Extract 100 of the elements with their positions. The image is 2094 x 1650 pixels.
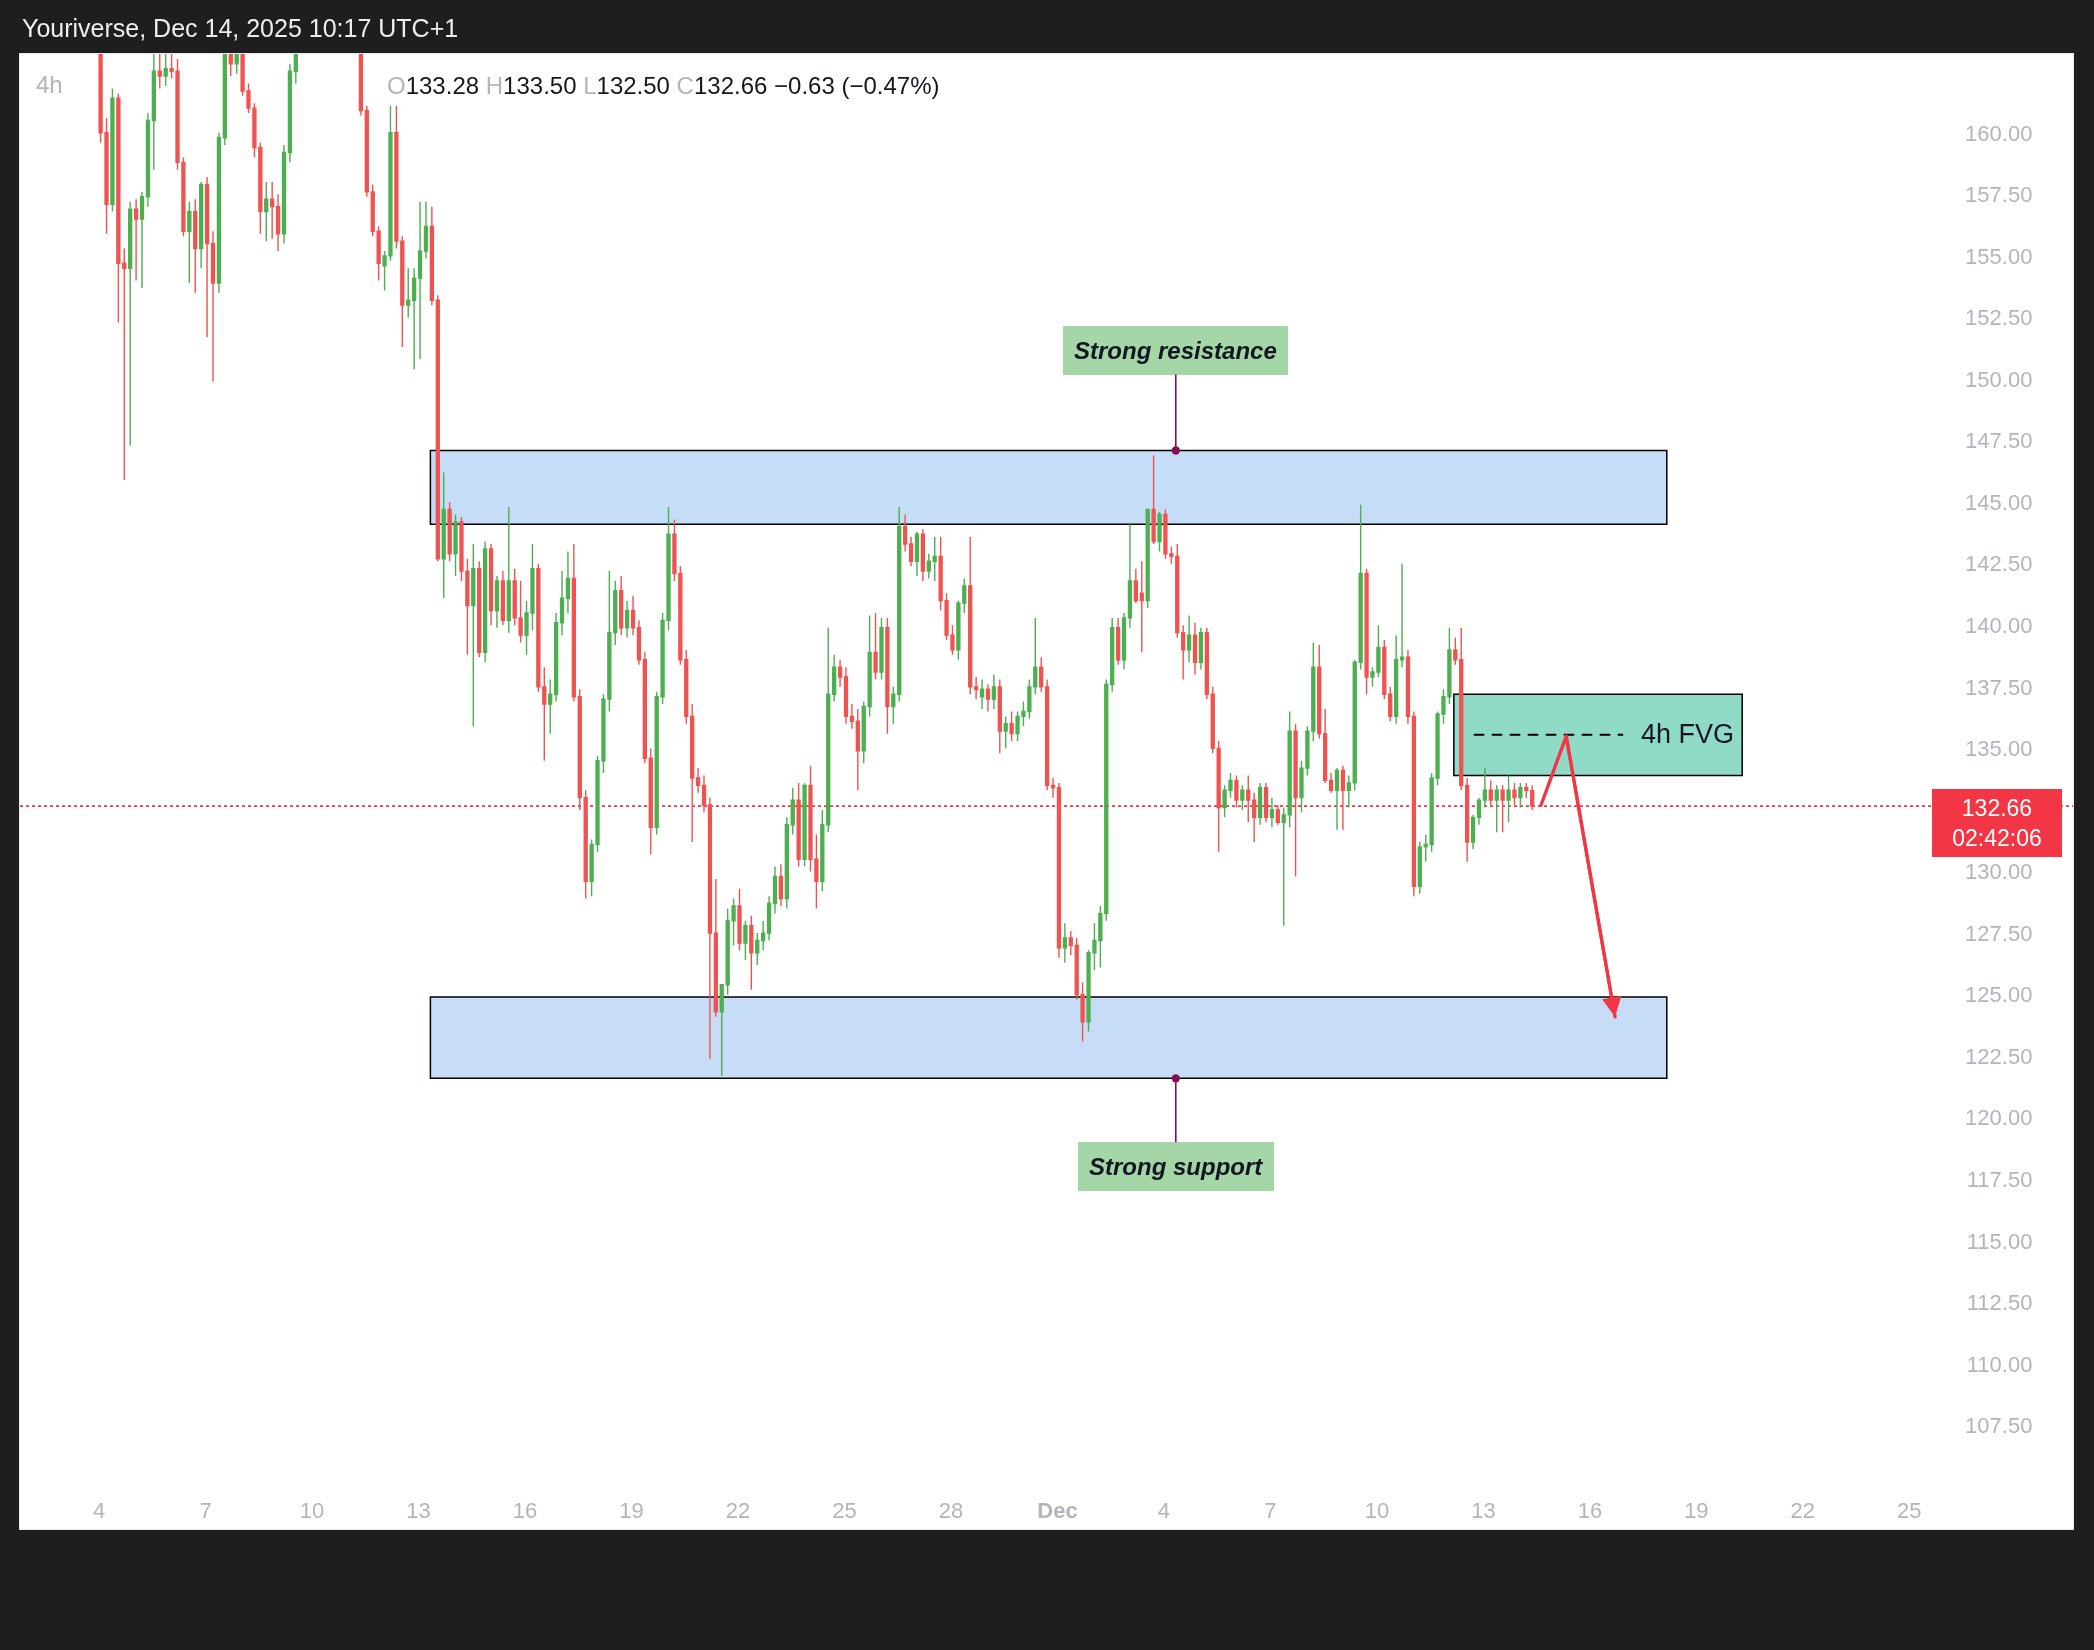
candlestick bbox=[275, 193, 281, 252]
candlestick bbox=[826, 627, 831, 833]
candlestick bbox=[624, 599, 630, 639]
candlestick bbox=[1133, 567, 1138, 604]
candlestick bbox=[1399, 563, 1405, 668]
candlestick bbox=[270, 181, 275, 240]
candlestick bbox=[820, 809, 825, 892]
y-tick-label: 115.00 bbox=[1966, 1228, 2033, 1254]
candlestick bbox=[1181, 624, 1186, 681]
candlestick bbox=[784, 816, 789, 910]
candlestick bbox=[577, 688, 582, 811]
candlestick bbox=[1405, 649, 1411, 725]
x-tick-label: 25 bbox=[1897, 1498, 1922, 1523]
candlestick bbox=[1334, 767, 1340, 831]
candlestick bbox=[506, 506, 511, 634]
candlestick bbox=[796, 782, 801, 868]
candlestick bbox=[358, 54, 364, 117]
y-tick-label: 112.50 bbox=[1966, 1290, 2033, 1316]
candlestick bbox=[571, 543, 577, 703]
candlestick bbox=[565, 550, 571, 614]
candlestick bbox=[1234, 774, 1239, 809]
x-tick-label: 16 bbox=[512, 1498, 538, 1523]
candlestick bbox=[737, 888, 742, 952]
x-tick-label: 7 bbox=[199, 1498, 212, 1523]
candlestick bbox=[1393, 634, 1399, 725]
candlestick bbox=[766, 895, 772, 942]
candlestick bbox=[902, 513, 908, 553]
candlestick bbox=[684, 649, 689, 725]
candlestick bbox=[1382, 639, 1387, 700]
candlestick bbox=[897, 506, 902, 703]
candlestick bbox=[482, 540, 488, 663]
candlestick bbox=[1056, 782, 1062, 959]
candlestick bbox=[695, 767, 701, 794]
candlestick bbox=[417, 201, 423, 361]
candlestick bbox=[471, 543, 476, 727]
x-tick-label: 10 bbox=[299, 1498, 325, 1523]
candlestick bbox=[619, 575, 624, 636]
candlestick bbox=[1364, 567, 1369, 695]
candlestick bbox=[583, 789, 588, 900]
candlestick bbox=[1003, 715, 1008, 750]
annotation: Strong support bbox=[1089, 1153, 1264, 1180]
y-tick-label: 142.50 bbox=[1965, 551, 2033, 577]
candlestick bbox=[790, 787, 795, 836]
candlestick bbox=[914, 531, 920, 577]
candlestick bbox=[1044, 678, 1050, 791]
candlestick bbox=[719, 984, 724, 1077]
candlestick bbox=[429, 205, 435, 306]
candlestick bbox=[1512, 782, 1517, 806]
candlestick bbox=[1186, 614, 1192, 663]
candlestick bbox=[1145, 508, 1150, 609]
candlestick bbox=[1281, 806, 1286, 927]
candlestick bbox=[855, 708, 860, 791]
candlestick bbox=[1275, 804, 1280, 826]
candlestick bbox=[985, 683, 991, 713]
candlestick bbox=[222, 54, 227, 146]
x-tick-label: 7 bbox=[1264, 1498, 1277, 1523]
candlestick bbox=[1110, 617, 1115, 693]
y-tick-label: 122.50 bbox=[1965, 1043, 2033, 1069]
candlestick bbox=[406, 267, 411, 319]
candlestick bbox=[548, 678, 553, 735]
candlestick bbox=[1139, 560, 1144, 654]
candlestick bbox=[151, 54, 156, 171]
x-tick-label: 19 bbox=[619, 1498, 644, 1523]
candlestick bbox=[932, 535, 937, 582]
candlestick bbox=[435, 294, 440, 562]
candlestick bbox=[210, 230, 216, 383]
y-tick-label: 147.50 bbox=[1965, 428, 2033, 454]
candlestick bbox=[488, 543, 494, 626]
y-tick-label: 135.00 bbox=[1965, 736, 2033, 762]
candlestick bbox=[139, 191, 145, 289]
candlestick bbox=[749, 915, 754, 991]
candlestick bbox=[1252, 792, 1257, 843]
y-tick-label: 150.00 bbox=[1965, 366, 2033, 392]
candlestick bbox=[1464, 777, 1470, 863]
candlestick bbox=[128, 201, 133, 447]
candlestick bbox=[832, 654, 837, 703]
candlestick bbox=[849, 703, 855, 730]
x-tick-label: 16 bbox=[1577, 1498, 1603, 1523]
candlestick bbox=[1506, 774, 1511, 823]
candlestick bbox=[885, 617, 890, 735]
candlestick bbox=[1157, 511, 1162, 553]
candlestick bbox=[1476, 796, 1482, 826]
candlestick bbox=[157, 54, 162, 90]
candlestick bbox=[636, 619, 642, 666]
candlestick bbox=[1263, 782, 1269, 823]
x-tick-label: 28 bbox=[938, 1498, 964, 1523]
candlestick bbox=[873, 612, 878, 681]
candlestick bbox=[1328, 772, 1334, 794]
candlestick bbox=[1488, 779, 1493, 806]
candlestick bbox=[1127, 523, 1133, 629]
y-tick-label: 157.50 bbox=[1965, 182, 2033, 208]
candlestick bbox=[193, 198, 198, 294]
y-tick-label: 137.50 bbox=[1965, 674, 2033, 700]
candlestick bbox=[861, 700, 866, 764]
candlestick bbox=[1068, 929, 1073, 956]
y-tick-label: 145.00 bbox=[1965, 489, 2033, 515]
candlestick bbox=[1062, 922, 1068, 964]
candlestick bbox=[1459, 627, 1464, 791]
candlestick bbox=[997, 678, 1002, 755]
candlestick bbox=[648, 747, 653, 855]
